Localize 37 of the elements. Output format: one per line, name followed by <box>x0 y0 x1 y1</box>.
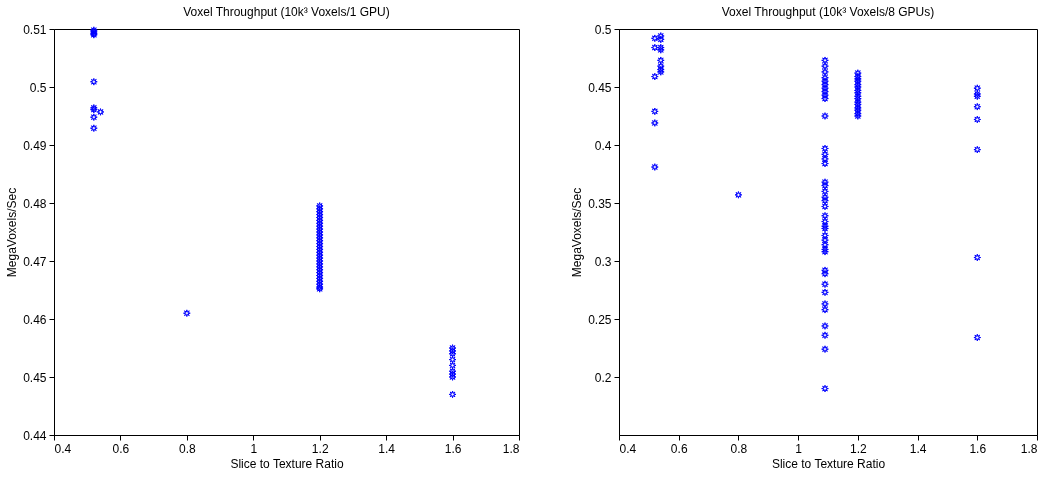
y-tick-label: 0.44 <box>23 428 47 443</box>
x-tick-label: 1.6 <box>969 441 987 456</box>
x-tick-label: 1.2 <box>850 441 868 456</box>
x-tick-label: 1.4 <box>909 441 927 456</box>
x-tick-label: 1.6 <box>444 441 462 456</box>
y-tick-label: 0.51 <box>23 22 47 37</box>
y-tick-label: 0.45 <box>588 80 612 95</box>
y-axis-title: MegaVoxels/Sec <box>570 187 585 278</box>
x-tick-label: 1.8 <box>1020 441 1038 456</box>
y-tick-label: 0.47 <box>23 254 47 269</box>
x-tick-label: 0.6 <box>670 441 688 456</box>
x-tick-label: 0.4 <box>619 441 637 456</box>
chart-title: Voxel Throughput (10k³ Voxels/1 GPU) <box>183 5 390 19</box>
x-tick-label: 1.4 <box>378 441 396 456</box>
x-tick-label: 0.8 <box>730 441 748 456</box>
y-tick-label: 0.25 <box>588 312 612 327</box>
y-tick-label: 0.2 <box>594 370 612 385</box>
x-axis-title: Slice to Texture Ratio <box>230 456 344 471</box>
x-tick-label: 1 <box>250 441 258 456</box>
y-tick-label: 0.49 <box>23 138 47 153</box>
y-tick-label: 0.4 <box>594 138 612 153</box>
y-tick-label: 0.5 <box>29 80 47 95</box>
y-tick-label: 0.46 <box>23 312 47 327</box>
y-axis-title: MegaVoxels/Sec <box>5 187 20 278</box>
y-tick-label: 0.3 <box>594 254 612 269</box>
y-tick-label: 0.35 <box>588 196 612 211</box>
x-tick-label: 1.2 <box>311 441 329 456</box>
y-tick-label: 0.45 <box>23 370 47 385</box>
x-tick-label: 1.8 <box>502 441 520 456</box>
y-tick-label: 0.48 <box>23 196 47 211</box>
x-axis-title: Slice to Texture Ratio <box>771 456 886 471</box>
y-tick-label: 0.5 <box>594 22 612 37</box>
x-tick-label: 0.6 <box>112 441 130 456</box>
x-tick-label: 0.8 <box>179 441 197 456</box>
chart-title: Voxel Throughput (10k³ Voxels/8 GPUs) <box>721 5 935 19</box>
x-tick-label: 1 <box>795 441 803 456</box>
x-tick-label: 0.4 <box>54 441 72 456</box>
